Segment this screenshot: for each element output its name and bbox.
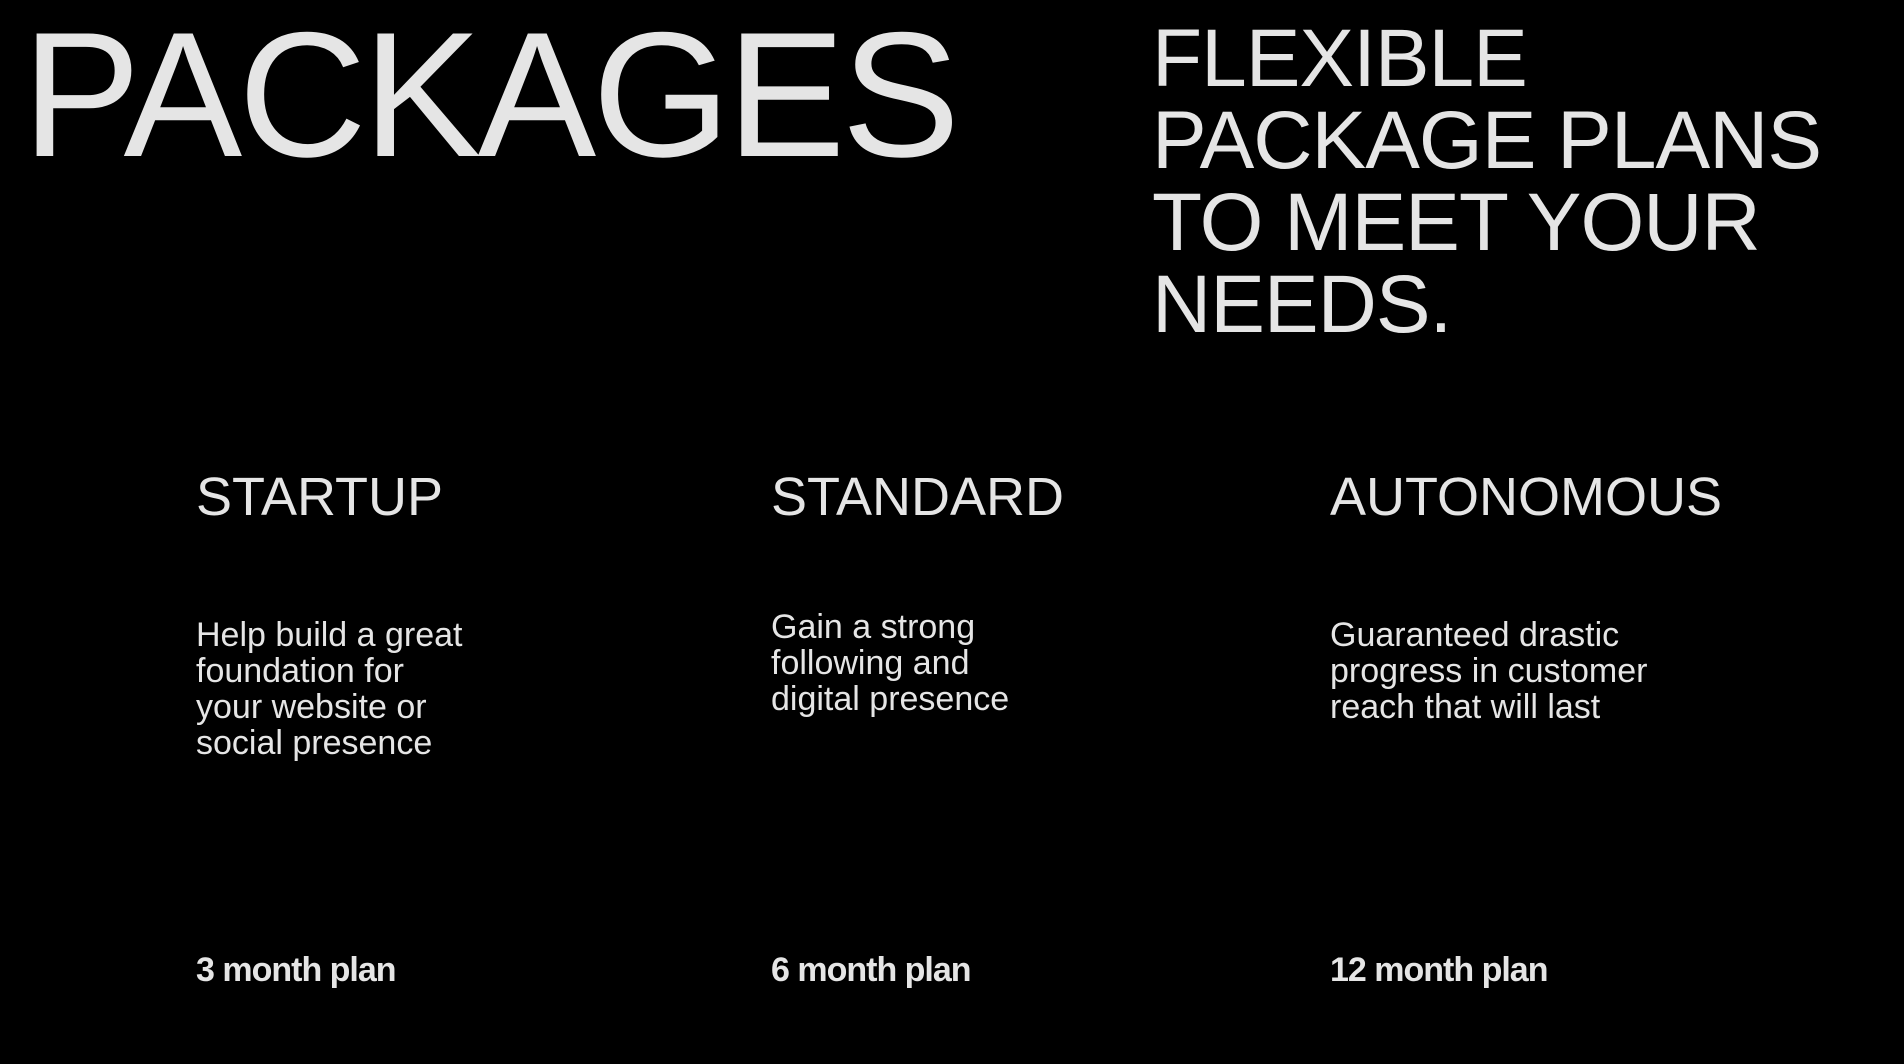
tagline-line: NEEDS. [1152, 259, 1452, 350]
tagline-line: TO MEET YOUR [1152, 177, 1761, 268]
package-card-standard: STANDARD Gain a strong following and dig… [771, 466, 1151, 989]
package-description-line: digital presence [771, 680, 1010, 718]
package-plan-duration: 12 month plan [1330, 951, 1548, 989]
package-description-line: Help build a great [196, 616, 463, 654]
package-description-line: reach that will last [1330, 688, 1601, 726]
package-description: Guaranteed drastic progress in customer … [1330, 617, 1647, 725]
tagline: FLEXIBLE PACKAGE PLANS TO MEET YOUR NEED… [1152, 18, 1872, 346]
package-description-line: progress in customer [1330, 652, 1648, 690]
package-description-line: Guaranteed drastic [1330, 616, 1620, 654]
package-name: STARTUP [196, 467, 444, 527]
page-title: PACKAGES [22, 0, 960, 194]
package-plan-duration: 6 month plan [771, 951, 972, 989]
tagline-line: PACKAGE PLANS [1152, 95, 1822, 186]
package-description: Help build a great foundation for your w… [196, 617, 463, 761]
tagline-line: FLEXIBLE [1152, 13, 1528, 104]
package-card-startup: STARTUP Help build a great foundation fo… [196, 466, 576, 989]
package-description-line: following and [771, 644, 970, 682]
package-description-line: your website or [196, 688, 427, 726]
package-plan-duration: 3 month plan [196, 951, 397, 989]
package-card-autonomous: AUTONOMOUS Guaranteed drastic progress i… [1330, 466, 1723, 989]
package-description-line: Gain a strong [771, 608, 976, 646]
package-name: STANDARD [771, 467, 1065, 527]
package-description: Gain a strong following and digital pres… [771, 609, 1009, 717]
package-description-line: foundation for [196, 652, 404, 690]
package-name: AUTONOMOUS [1330, 467, 1723, 527]
package-description-line: social presence [196, 724, 433, 762]
